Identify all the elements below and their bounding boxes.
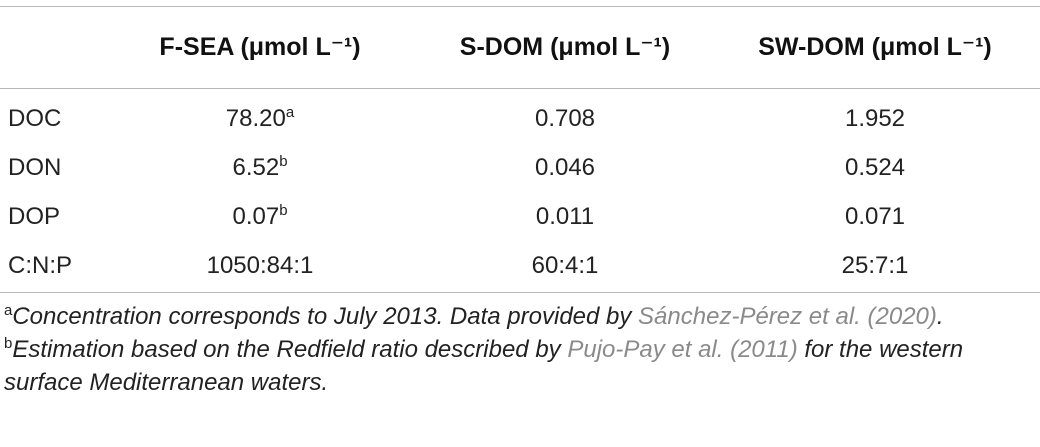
- header-row: F-SEA (μmol L⁻¹) S-DOM (μmol L⁻¹) SW-DOM…: [0, 6, 1040, 88]
- cell-s-dom: 0.708: [534, 104, 596, 132]
- table-row: DON 6.52b 0.046 0.524: [0, 143, 1040, 192]
- header-s-dom: S-DOM (μmol L⁻¹): [459, 33, 671, 61]
- cell-sw-dom: 25:7:1: [841, 251, 909, 279]
- table-row: DOC 78.20a 0.708 1.952: [0, 88, 1040, 143]
- footnote-b-mark: b: [4, 335, 13, 352]
- cell-s-dom: 0.046: [534, 153, 596, 181]
- table-header: F-SEA (μmol L⁻¹) S-DOM (μmol L⁻¹) SW-DOM…: [0, 6, 1040, 88]
- footnote-b: bEstimation based on the Redfield ratio …: [0, 333, 1040, 399]
- table-row: DOP 0.07b 0.011 0.071: [0, 192, 1040, 241]
- footnote-a-text: Concentration corresponds to July 2013. …: [12, 303, 639, 330]
- cell-sw-dom: 0.524: [844, 153, 906, 181]
- cell-value: 0.07: [232, 202, 280, 230]
- footnote-a: aConcentration corresponds to July 2013.…: [0, 300, 1040, 333]
- row-label: DOC: [8, 104, 62, 132]
- cell-sw-dom: 0.071: [844, 202, 906, 230]
- row-label: DOP: [8, 202, 61, 230]
- header-sw-dom: SW-DOM (μmol L⁻¹): [758, 33, 992, 61]
- cell-value: 1050:84:1: [206, 251, 314, 279]
- cell-f-sea: 6.52b: [100, 143, 420, 192]
- table-footnotes: aConcentration corresponds to July 2013.…: [0, 300, 1040, 399]
- cell-s-dom: 0.011: [535, 202, 595, 230]
- footnote-mark: b: [279, 201, 288, 219]
- footnote-a-reference-link[interactable]: Sánchez-Pérez et al. (2020): [638, 303, 937, 330]
- cell-f-sea: 1050:84:1: [100, 241, 420, 290]
- cell-f-sea: 78.20a: [100, 88, 420, 143]
- footnote-b-text: Estimation based on the Redfield ratio d…: [12, 336, 568, 363]
- header-f-sea: F-SEA (μmol L⁻¹): [159, 33, 361, 61]
- cell-sw-dom: 1.952: [844, 104, 906, 132]
- footnote-b-reference-link[interactable]: Pujo-Pay et al. (2011): [567, 336, 798, 363]
- footnote-mark: b: [279, 152, 288, 170]
- cell-s-dom: 60:4:1: [531, 251, 599, 279]
- table-row: C:N:P 1050:84:1 60:4:1 25:7:1: [0, 241, 1040, 290]
- table-bottom-rule: [0, 292, 1040, 293]
- footnote-b-end: for the western surface Mediterranean wa…: [4, 336, 964, 396]
- table-body: DOC 78.20a 0.708 1.952 DON 6.52b 0.046 0…: [0, 88, 1040, 290]
- cell-value: 78.20: [225, 104, 286, 132]
- header-bottom-rule: [0, 88, 1040, 89]
- row-label: C:N:P: [8, 251, 73, 279]
- footnote-a-mark: a: [4, 302, 13, 319]
- row-label: DON: [8, 153, 62, 181]
- table-top-rule: [0, 6, 1040, 7]
- data-table: F-SEA (μmol L⁻¹) S-DOM (μmol L⁻¹) SW-DOM…: [0, 6, 1040, 290]
- footnote-mark: a: [285, 103, 295, 121]
- footnote-a-end: .: [936, 303, 944, 330]
- cell-f-sea: 0.07b: [100, 192, 420, 241]
- cell-value: 6.52: [232, 153, 280, 181]
- header-stub: [0, 6, 100, 88]
